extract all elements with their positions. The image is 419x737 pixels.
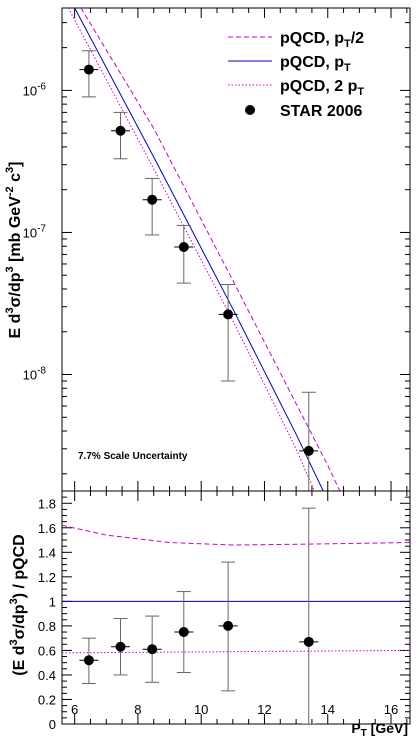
spectrum-points [79, 50, 319, 491]
ylabel-part: σ/dp [11, 604, 28, 639]
legend-entry: STAR 2006 [280, 103, 363, 120]
y-tick-label: 1.8 [38, 496, 56, 511]
legend-entry: pQCD, pT [280, 54, 351, 74]
ratio-frame [61, 490, 411, 725]
legend-text-part: T [357, 86, 364, 98]
y-tick-label: 0.6 [38, 643, 56, 658]
y-tick-label: 10-7 [23, 223, 47, 240]
data-point [83, 64, 94, 75]
y-tick-label: 0 [49, 717, 56, 732]
xlabel-part: T [361, 728, 367, 737]
legend-text-part: pQCD, p [280, 30, 344, 47]
data-point [147, 644, 158, 655]
ylabel-part: c [7, 173, 24, 186]
xlabel-part: P [351, 720, 360, 736]
ratio-curves [62, 524, 410, 654]
data-point [303, 445, 314, 456]
x-tick-label: 10 [194, 702, 208, 717]
y-tick-label: 0.2 [38, 692, 56, 707]
xlabel-part: [GeV] [367, 720, 408, 736]
ylabel-part: ) / pQCD [11, 534, 28, 598]
legend-text-part: T [344, 62, 351, 74]
ratio-points [79, 507, 319, 724]
legend-text-part: T [344, 38, 351, 50]
data-point [223, 620, 234, 631]
data-point [223, 309, 234, 320]
y-tick-label: 1 [49, 594, 56, 609]
y-tick-mantissa: 10 [23, 225, 37, 240]
ratio-panel: 6 8 10 12 14 16 0 0.2 0.4 0.6 0.8 1 1.2 1.4 1.6 1.8 (E d… [8, 490, 411, 737]
x-tick-label: 6 [71, 702, 78, 717]
ylabel-part: 3 [8, 639, 20, 645]
ylabel-part: 3 [4, 167, 16, 173]
y-tick-mantissa: 10 [23, 83, 37, 98]
ylabel-part: 3 [4, 266, 16, 272]
ratio-ylabel: (E d3σ/dp3) / pQCD [8, 534, 28, 675]
data-point [83, 655, 94, 666]
ylabel-part: 3 [8, 598, 20, 604]
y-tick-label: 0.4 [38, 668, 56, 683]
data-point [178, 241, 189, 252]
legend-text-part: pQCD, p [280, 54, 344, 71]
ratio-curve-dotted [62, 649, 410, 654]
ylabel-part: 3 [4, 307, 16, 313]
ratio-curve-dashed [62, 524, 410, 546]
pqcd-curve-solid [74, 8, 324, 491]
spectrum-ylabel: E d3σ/dp3 [mb GeV-2 c3] [4, 162, 24, 339]
legend-entry: pQCD, pT/2 [280, 30, 364, 50]
y-tick-exponent: -8 [37, 366, 46, 377]
x-axis-label: PT [GeV] [351, 720, 408, 737]
ylabel-part: -2 [4, 186, 16, 196]
x-tick-label: 12 [257, 702, 271, 717]
y-tick-label: 1.6 [38, 521, 56, 536]
data-point [115, 641, 126, 652]
x-tick-label: 16 [384, 702, 398, 717]
data-point [115, 125, 126, 136]
y-tick-label: 0.8 [38, 619, 56, 634]
data-point [303, 636, 314, 647]
scale-uncertainty-note: 7.7% Scale Uncertainty [78, 451, 188, 462]
legend-text-part: STAR 2006 [280, 103, 363, 120]
legend-text-part: /2 [351, 30, 364, 47]
legend-text-part: pQCD, 2 p [280, 78, 358, 95]
y-tick-mantissa: 10 [23, 368, 37, 383]
legend-marker [245, 105, 255, 115]
data-point [178, 627, 189, 638]
legend-entry: pQCD, 2 pT [280, 78, 364, 98]
y-tick-label: 1.4 [38, 545, 56, 560]
x-tick-label: 14 [321, 702, 335, 717]
ylabel-part: σ/dp [7, 272, 24, 307]
y-tick-exponent: -6 [37, 81, 46, 92]
ylabel-part: (E d [11, 645, 28, 675]
ylabel-part: [mb GeV [7, 196, 24, 267]
y-tick-exponent: -7 [37, 223, 46, 234]
ylabel-part: ] [7, 162, 24, 167]
y-tick-label: 1.2 [38, 570, 56, 585]
x-tick-label: 8 [134, 702, 141, 717]
spectrum-frame [61, 7, 411, 492]
y-tick-label: 10-8 [23, 366, 47, 383]
ylabel-part: E d [7, 314, 24, 339]
spectrum-curves [67, 8, 341, 491]
data-point [147, 194, 158, 205]
y-tick-label: 10-6 [23, 81, 47, 98]
